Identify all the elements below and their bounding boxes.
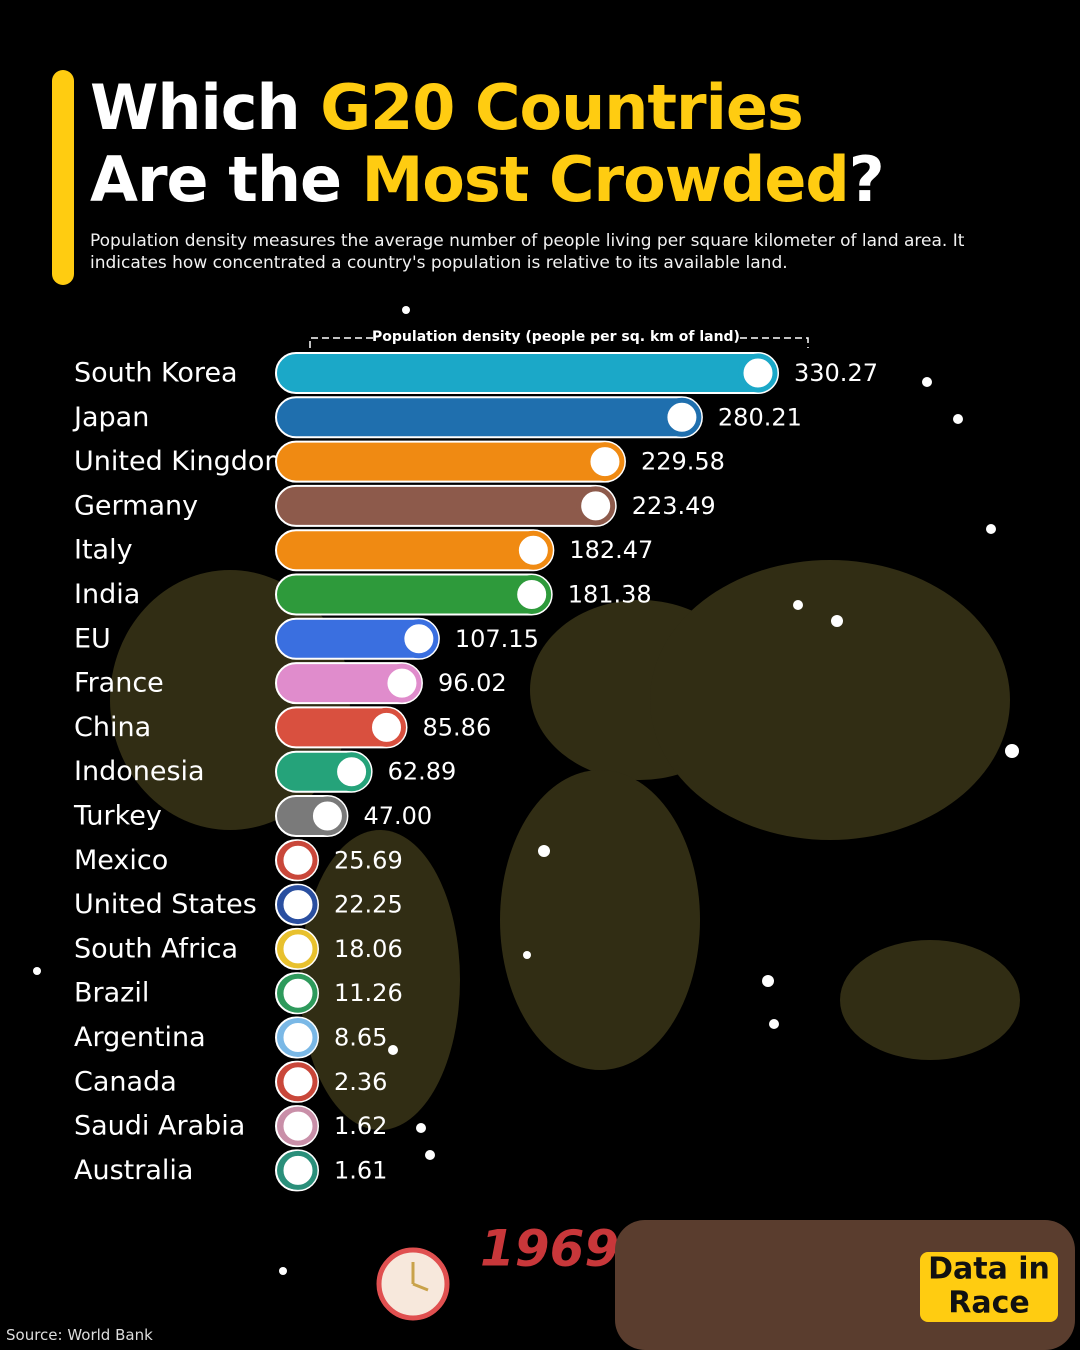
title-part: ? [848,143,885,216]
logo-text: Data in [928,1252,1050,1287]
flag-icon [278,1106,318,1146]
category-label: South Korea [74,358,238,389]
flag-icon [399,619,439,659]
bar [275,484,617,527]
category-label: United States [74,889,257,920]
bar [275,352,779,394]
flag-icon [278,1062,318,1102]
flag-icon [332,752,372,792]
category-label: Australia [74,1155,193,1186]
flag-icon [278,840,318,880]
category-label: EU [74,623,111,654]
category-label: Germany [74,490,198,521]
chart-subtitle: Population density measures the average … [90,231,965,273]
decor-dots [33,306,1019,1275]
flag-icon [512,575,552,614]
value-label: 85.86 [423,713,492,741]
value-label: 181.38 [568,581,652,609]
value-label: 182.47 [569,536,653,564]
value-label: 47.00 [363,802,432,830]
category-label: Japan [72,402,149,433]
value-label: 107.15 [455,625,539,653]
bar [275,529,555,572]
value-label: 62.89 [388,758,457,786]
flag-icon [278,929,318,969]
world-map-background [110,560,1020,1130]
category-label: France [74,668,164,699]
category-label: Argentina [74,1022,206,1053]
flag-icon [367,707,407,747]
category-label: India [74,579,140,610]
value-label: 2.36 [334,1068,387,1096]
axis-label-bg [376,327,736,347]
value-label: 330.27 [794,359,878,387]
category-label: Indonesia [74,756,205,787]
category-label: Mexico [74,845,168,876]
flag-icon [278,1018,318,1057]
value-label: 1.62 [334,1112,387,1140]
title-part: Most Crowded [361,143,850,216]
year-label: 1969 [480,1220,619,1278]
bar [275,573,553,616]
value-label: 280.21 [718,403,802,431]
bar [275,396,703,439]
clock-icon [376,1247,450,1321]
category-label: United Kingdom [74,446,291,477]
crowd-illustration [615,1220,1075,1350]
flag-icon [307,796,347,836]
category-label: Canada [74,1066,177,1097]
value-label: 8.65 [334,1024,387,1052]
flag-icon [278,885,318,925]
flag-icon [576,486,616,526]
bar [275,440,626,483]
flag-icon [278,1150,318,1190]
flag-icon [662,397,702,437]
value-label: 25.69 [334,846,403,874]
chart-title: Which G20 Countries Are the Most Crowded… [90,72,910,216]
title-part: Which [90,71,321,144]
value-label: 1.61 [334,1156,387,1184]
title-part: G20 Countries [320,71,804,144]
category-label: China [74,712,151,743]
title-part: Are the [90,143,362,216]
category-label: Italy [74,535,133,566]
flag-icon [585,442,625,482]
value-label: 11.26 [334,979,403,1007]
flag-icon [278,973,318,1013]
value-label: 96.02 [438,669,507,697]
bar [275,617,440,660]
value-label: 229.58 [641,448,725,476]
source-note: Source: World Bank [6,1326,153,1344]
value-label: 18.06 [334,935,403,963]
flag-icon [382,663,422,703]
flag-icon [513,530,553,570]
category-label: South Africa [74,933,238,964]
category-label: Turkey [73,801,162,832]
category-label: Brazil [74,978,149,1009]
title-accent [52,70,74,285]
logo-text: Race [948,1286,1029,1321]
value-label: 22.25 [334,891,403,919]
value-label: 223.49 [632,492,716,520]
flag-icon [738,353,778,393]
category-label: Saudi Arabia [74,1111,245,1142]
x-axis-label: Population density (people per sq. km of… [372,329,740,345]
